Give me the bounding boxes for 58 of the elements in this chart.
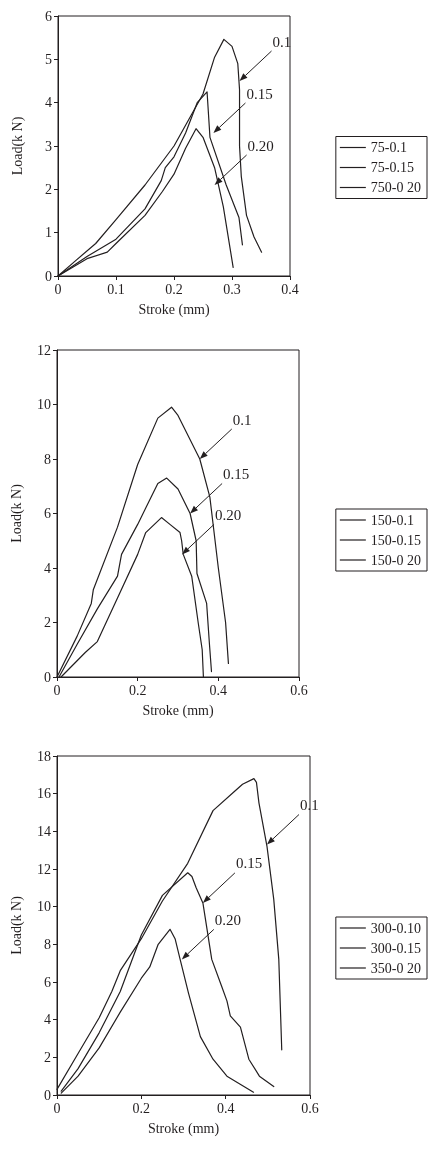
y-tick-label: 6 [45,8,52,24]
y-tick-label: 4 [44,560,51,576]
y-tick-label: 8 [44,936,51,952]
x-tick-label: 0.2 [165,281,183,297]
y-tick-label: 18 [37,748,51,764]
y-tick-label: 6 [44,506,51,521]
x-tick-label: 0.4 [209,682,228,698]
y-tick-label: 0 [44,1087,51,1103]
annotation: 0.1 [232,411,252,428]
x-tick-label: 0.3 [223,281,241,297]
x-tick-label: 0.4 [216,1100,235,1116]
legend-label: 75-0.1 [370,140,408,155]
y-tick-label: 6 [44,974,51,990]
x-axis-title: Stroke (mm) [142,702,214,719]
y-tick-label: 10 [37,899,51,915]
y-tick-label: 1 [45,225,52,241]
annotation: 0.15 [246,85,273,102]
x-tick-label: 0.2 [132,1100,151,1116]
x-axis-title: Stroke (mm) [147,1120,220,1137]
annotation: 0.20 [215,506,242,523]
y-tick-label: 0 [45,268,52,284]
y-tick-label: 5 [45,51,52,67]
legend-label: 150-0.1 [370,512,415,528]
x-tick-label: 0.2 [128,682,147,698]
x-tick-label: 0.4 [281,281,299,297]
y-tick-label: 8 [44,451,51,467]
x-axis-title: Stroke (mm) [138,301,210,318]
y-tick-label: 2 [44,615,51,630]
y-tick-label: 4 [45,95,52,111]
annotation: 0.20 [214,911,242,928]
y-axis-title: Load(k N) [8,895,25,955]
y-tick-label: 3 [45,138,52,154]
legend-label: 750-0 20 [370,180,422,195]
legend-label: 300-0.10 [370,920,422,936]
legend-label: 75-0.15 [370,160,415,175]
legend-label: 350-0 20 [370,960,422,976]
y-tick-label: 12 [37,861,51,877]
y-tick-label: 10 [37,397,51,412]
y-axis-title: Load(k N) [8,483,25,543]
y-tick-label: 16 [37,786,51,802]
legend-label: 150-0.15 [370,532,422,548]
legend-label: 150-0 20 [370,552,422,568]
y-tick-label: 4 [44,1012,51,1028]
x-tick-label: 0.1 [107,281,125,297]
legend-label: 300-0.15 [370,940,422,956]
annotation: 0.20 [247,137,274,154]
annotation: 0.15 [223,466,250,482]
y-tick-label: 0 [44,669,51,685]
annotation: 0.1 [299,797,319,814]
annotation: 0.15 [235,855,263,872]
x-tick-label: 0.6 [301,1100,319,1116]
x-tick-label: 0.6 [290,682,308,698]
y-axis-title: Load(k N) [9,116,26,176]
y-tick-label: 2 [44,1049,51,1065]
y-tick-label: 2 [45,181,52,197]
y-tick-label: 12 [37,342,51,358]
annotation: 0.1 [272,33,292,50]
y-tick-label: 14 [37,823,51,839]
